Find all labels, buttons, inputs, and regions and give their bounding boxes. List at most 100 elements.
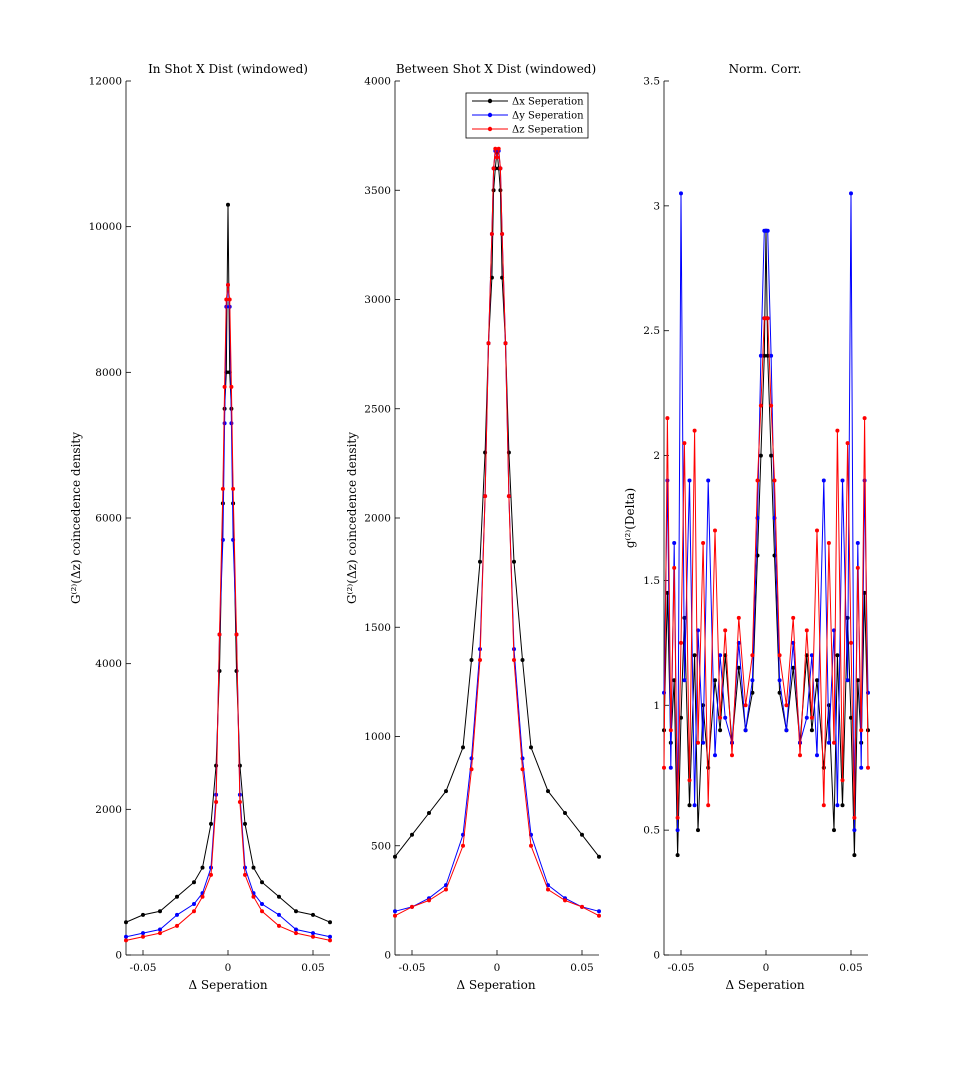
data-point <box>832 740 836 745</box>
y-tick-label: 0 <box>384 950 391 962</box>
data-point <box>821 478 826 483</box>
data-point <box>124 938 128 943</box>
y-tick-label: 1.5 <box>643 575 660 587</box>
panel-norm-corr-xlabel: Δ Seperation <box>725 978 804 992</box>
data-point <box>277 923 281 928</box>
x-tick-label: 0.05 <box>301 962 324 974</box>
data-point <box>743 703 748 708</box>
y-tick-label: 1 <box>653 700 660 712</box>
data-point <box>200 894 205 899</box>
data-point <box>234 669 239 673</box>
data-point <box>701 740 706 745</box>
data-point <box>328 934 332 939</box>
y-tick-label: 4000 <box>364 76 391 88</box>
data-point <box>483 494 488 499</box>
data-point <box>718 653 723 658</box>
data-point <box>393 913 397 918</box>
data-point <box>736 615 741 620</box>
panel-between-shot-ylabel: G⁽²⁾(Δz) coincedence density <box>345 432 359 604</box>
y-tick-label: 6000 <box>95 513 122 525</box>
data-point <box>277 912 281 917</box>
data-point <box>229 384 234 389</box>
legend-label-dx: Δx Seperation <box>512 97 584 108</box>
x-tick-label: 0 <box>494 962 501 974</box>
data-point <box>798 753 802 758</box>
data-point <box>718 715 723 720</box>
x-tick-label: 0.05 <box>570 962 593 974</box>
y-tick-label: 1500 <box>364 622 391 634</box>
legend-label-dz: Δz Seperation <box>512 125 584 136</box>
data-point <box>512 559 516 564</box>
data-point <box>294 909 298 914</box>
data-point <box>503 341 508 346</box>
data-point <box>713 678 717 683</box>
data-point <box>706 478 711 483</box>
data-point <box>855 541 860 545</box>
data-point <box>809 653 814 658</box>
data-point <box>478 658 482 662</box>
data-point <box>234 632 239 637</box>
panel-in-shot-xlabel: Δ Seperation <box>188 978 267 992</box>
data-point <box>489 232 494 236</box>
data-point <box>491 166 496 171</box>
series-2 <box>124 282 332 943</box>
data-point <box>469 658 474 662</box>
legend: Δx Seperation Δy Seperation Δz Seperatio… <box>465 92 589 139</box>
data-point <box>845 441 850 446</box>
data-point <box>222 421 227 426</box>
data-point <box>679 191 683 196</box>
data-point <box>866 765 870 770</box>
data-point <box>859 765 864 770</box>
data-point <box>580 832 584 837</box>
data-point <box>158 909 162 914</box>
panel-norm-corr: Norm. Corr. 0 0.5 1 1.5 2 2.5 3 3.5 -0.05 0 0.05 Δ… <box>623 62 870 992</box>
data-point <box>546 789 550 794</box>
data-point <box>294 931 298 936</box>
data-point <box>512 658 516 662</box>
data-point <box>862 478 867 483</box>
data-point <box>866 690 870 695</box>
data-point <box>214 763 219 768</box>
data-point <box>217 632 222 637</box>
legend-marker-dx <box>487 98 493 104</box>
legend-marker-dz <box>487 126 493 132</box>
data-point <box>227 297 232 302</box>
y-tick-label: 2.5 <box>643 325 660 337</box>
data-point <box>158 931 162 936</box>
data-point <box>755 478 760 483</box>
data-point <box>500 232 505 236</box>
data-point <box>718 728 723 733</box>
y-tick-label: 3 <box>653 200 660 212</box>
data-point <box>815 678 819 683</box>
data-point <box>209 872 213 877</box>
data-point <box>231 486 236 491</box>
data-point <box>665 478 670 483</box>
y-tick-label: 3500 <box>364 185 391 197</box>
data-point <box>251 894 256 899</box>
data-point <box>675 815 680 820</box>
data-point <box>758 453 763 458</box>
data-point <box>675 853 680 858</box>
data-point <box>730 753 734 758</box>
data-point <box>520 658 525 662</box>
panel-in-shot: In Shot X Dist (windowed) 0 2000 4000 6000 8… <box>69 62 332 992</box>
data-point <box>175 923 179 928</box>
data-point <box>243 872 247 877</box>
y-tick-label: 10000 <box>89 221 122 233</box>
data-point <box>662 765 666 770</box>
panel-norm-corr-title: Norm. Corr. <box>729 62 802 76</box>
data-point <box>393 909 397 914</box>
data-point <box>772 478 777 483</box>
data-point <box>791 665 796 670</box>
data-point <box>192 909 196 914</box>
data-point <box>563 898 567 903</box>
data-point <box>597 854 601 859</box>
data-point <box>200 865 205 870</box>
data-point <box>852 828 857 833</box>
data-point <box>662 690 666 695</box>
data-point <box>815 753 819 758</box>
data-point <box>427 898 431 903</box>
data-point <box>682 678 687 683</box>
